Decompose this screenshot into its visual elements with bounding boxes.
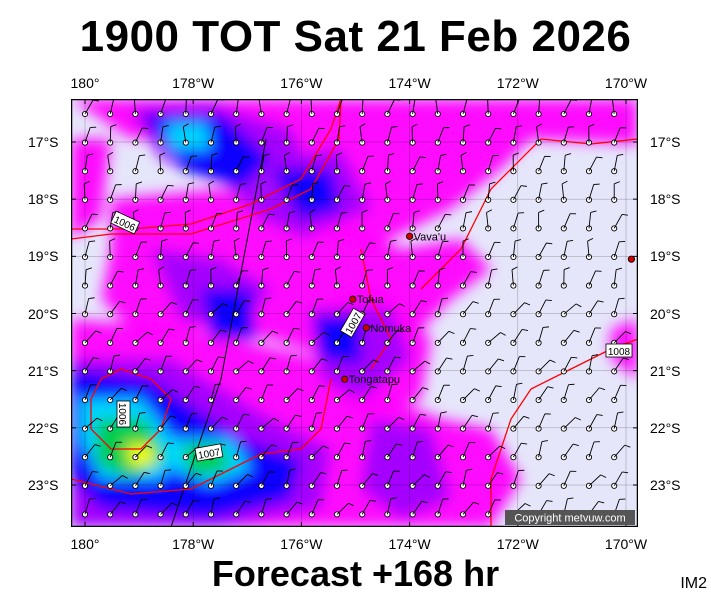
place-markers: Vava'u Tofua Nomuka Tongatapu [341,231,636,386]
longitude-label: 174°W [388,536,431,552]
place-label: Tofua [357,294,385,306]
isobar-label: 1008 [605,343,633,358]
longitude-label: 178°W [172,75,215,91]
latitude-label: 23°S [650,477,681,493]
svg-text:1006: 1006 [116,403,127,426]
map-title: 1900 TOT Sat 21 Feb 2026 [79,12,632,61]
latitude-label: 23°S [28,477,59,493]
place-marker [627,255,636,263]
place-label: Nomuka [370,323,412,335]
longitude-label: 172°W [496,536,539,552]
copyright-box [505,510,635,525]
longitude-label: 172°W [496,75,539,91]
image-code: IM2 [680,575,707,592]
longitude-label: 178°W [172,536,215,552]
latitude-label: 18°S [28,191,59,208]
svg-text:1008: 1008 [608,347,631,358]
latitude-label: 17°S [28,134,59,150]
latitude-label: 20°S [650,305,681,322]
latitude-label: 18°S [650,191,681,208]
place-marker: Tofua [349,294,385,306]
map-frame [71,99,638,527]
latitude-label: 21°S [28,362,59,379]
latitude-label: 19°S [650,248,681,265]
latitude-label: 20°S [28,305,59,322]
longitude-label: 176°W [280,536,323,552]
place-marker: Vava'u [405,231,446,243]
place-label: Tongatapu [349,374,400,386]
longitude-label: 176°W [280,75,323,91]
latitude-label: 17°S [650,134,681,150]
latitude-label: 19°S [28,248,59,265]
copyright-text: Copyright metvuw.com [514,513,625,525]
place-label: Vava'u [414,231,446,243]
longitude-label: 170°W [604,536,648,552]
latitude-label: 22°S [650,419,681,436]
place-marker: Nomuka [362,323,412,335]
wind-barbs [81,99,632,518]
forecast-label: Forecast +168 hr [211,553,500,594]
latitude-label: 22°S [28,419,59,436]
isobar-label: 1007 [194,443,224,462]
place-marker: Tongatapu [341,374,400,386]
longitude-label: 180° [70,536,100,552]
longitude-label: 180° [70,75,100,91]
latitude-label: 21°S [650,362,681,379]
longitude-label: 174°W [388,75,431,91]
svg-text:1007: 1007 [197,447,221,462]
longitude-label: 170°W [604,75,648,91]
isobar-label: 1006 [116,400,131,428]
